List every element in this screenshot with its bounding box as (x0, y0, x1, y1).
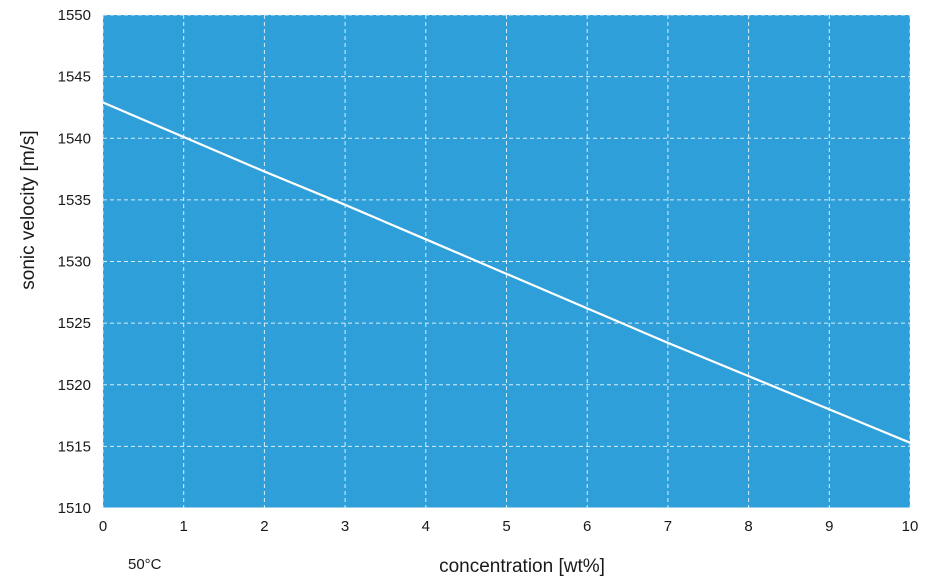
x-tick-label: 0 (99, 518, 107, 535)
data-points (102, 102, 911, 443)
y-axis-label: sonic velocity [m/s] (18, 130, 39, 289)
y-tick-label: 1515 (58, 438, 91, 455)
x-tick-label: 1 (180, 518, 188, 535)
x-tick-label: 8 (744, 518, 752, 535)
temperature-annotation: 50°C (128, 556, 162, 573)
x-tick-label: 2 (260, 518, 268, 535)
y-tick-label: 1510 (58, 500, 91, 517)
y-tick-label: 1520 (58, 377, 91, 394)
x-axis-label: concentration [wt%] (439, 556, 605, 577)
x-tick-label: 7 (664, 518, 672, 535)
x-tick-label: 9 (825, 518, 833, 535)
y-tick-labels: 1510 1515 1520 1525 1530 1535 1540 1545 1550 (58, 7, 91, 517)
y-tick-label: 1525 (58, 315, 91, 332)
y-tick-label: 1530 (58, 254, 91, 271)
y-tick-label: 1545 (58, 69, 91, 86)
x-tick-label: 6 (583, 518, 591, 535)
x-tick-labels: 0 1 2 3 4 5 6 7 8 9 10 (99, 518, 919, 535)
y-tick-label: 1540 (58, 130, 91, 147)
x-tick-label: 4 (422, 518, 430, 535)
x-tick-label: 10 (902, 518, 919, 535)
x-tick-label: 3 (341, 518, 349, 535)
y-tick-label: 1550 (58, 7, 91, 24)
grid (102, 14, 911, 509)
y-tick-label: 1535 (58, 192, 91, 209)
x-tick-label: 5 (502, 518, 510, 535)
